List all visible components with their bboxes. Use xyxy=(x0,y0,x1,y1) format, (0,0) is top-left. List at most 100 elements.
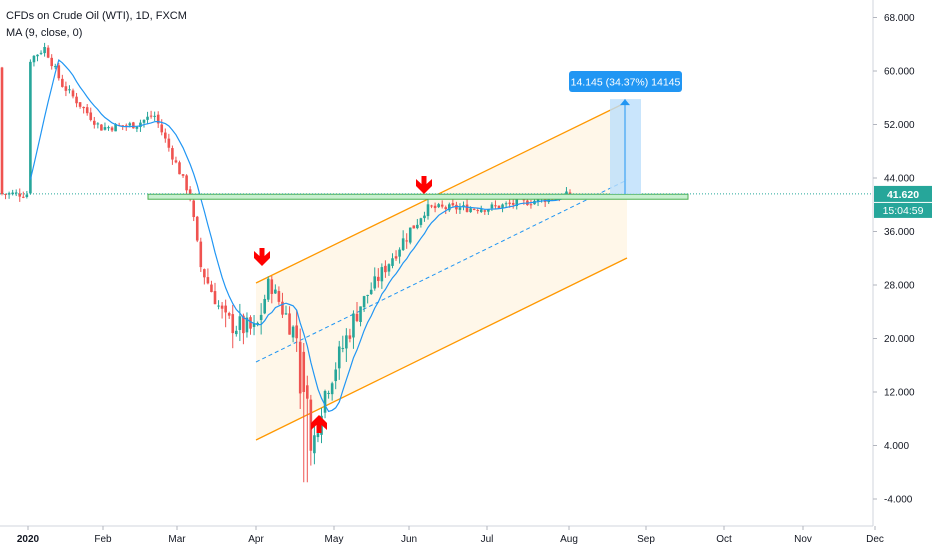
candle-body xyxy=(29,61,32,194)
candle-body xyxy=(373,276,377,289)
x-tick-label: Mar xyxy=(168,534,186,545)
channel-upper-line[interactable] xyxy=(255,101,628,284)
candle-body xyxy=(362,296,366,308)
candle-body xyxy=(515,199,519,207)
candle-body xyxy=(61,78,64,87)
candle-body xyxy=(107,127,110,129)
candle-body xyxy=(89,112,93,120)
x-tick-label: 2020 xyxy=(17,534,40,545)
candle-body xyxy=(0,67,4,194)
candle-body xyxy=(458,207,462,210)
moving-average xyxy=(29,58,574,413)
arrow-up-april-low[interactable] xyxy=(311,415,327,433)
last-price-value: 41.620 xyxy=(887,189,919,201)
candle-body xyxy=(57,65,61,79)
y-tick-label: 12.000 xyxy=(884,388,915,399)
drawings[interactable]: 14.145 (34.37%) 14145 xyxy=(0,71,873,433)
candle-body xyxy=(384,265,387,273)
indicator-label: MA (9, close, 0) xyxy=(6,27,83,39)
candle-body xyxy=(18,193,22,197)
candle-body xyxy=(490,204,494,209)
candle-body xyxy=(394,256,398,259)
channel-lower-line[interactable] xyxy=(255,257,628,441)
x-tick-label: Jun xyxy=(401,534,417,545)
regression-channel[interactable] xyxy=(255,101,628,441)
candle-body xyxy=(210,284,213,293)
candle-body xyxy=(479,209,483,213)
candle-body xyxy=(451,203,455,206)
candle-body xyxy=(298,341,302,394)
candle-body xyxy=(4,193,7,195)
candle-body xyxy=(306,385,309,399)
candle-body xyxy=(494,205,497,207)
channel-median-line[interactable] xyxy=(255,179,628,363)
candle-body xyxy=(391,258,394,266)
resistance-zone[interactable] xyxy=(147,193,689,200)
candle-body xyxy=(149,115,153,117)
y-tick-label: 68.000 xyxy=(884,13,915,24)
candle-body xyxy=(309,399,313,451)
candle-body xyxy=(160,124,164,133)
arrow-down-april[interactable] xyxy=(254,248,270,266)
candle-body xyxy=(522,199,526,201)
candle-body xyxy=(36,54,39,57)
candle-body xyxy=(128,123,132,126)
candle-body xyxy=(82,106,85,109)
candle-body xyxy=(355,313,359,322)
y-tick-label: 28.000 xyxy=(884,281,915,292)
candle-body xyxy=(217,305,220,307)
candle-body xyxy=(398,249,401,257)
candle-body xyxy=(85,107,89,114)
candle-body xyxy=(270,279,274,294)
candle-body xyxy=(469,208,472,213)
candle-body xyxy=(100,124,103,131)
candle-body xyxy=(465,204,469,212)
candle-body xyxy=(295,325,298,339)
candle-body xyxy=(263,298,266,314)
candle-body xyxy=(330,383,334,395)
candle-body xyxy=(206,277,210,284)
candle-body xyxy=(178,162,181,175)
y-tick-label: 4.000 xyxy=(884,441,909,452)
candle-body xyxy=(53,66,57,68)
arrow-down-june[interactable] xyxy=(416,176,432,194)
candle-body xyxy=(440,204,444,207)
candle-body xyxy=(167,138,171,148)
x-tick-label: May xyxy=(325,534,344,545)
candle-body xyxy=(437,204,440,208)
candle-body xyxy=(284,313,288,315)
candle-body xyxy=(419,218,423,225)
candle-body xyxy=(171,148,174,160)
candle-body xyxy=(93,120,96,125)
candle-body xyxy=(103,127,107,130)
candle-body xyxy=(348,335,352,339)
candle-body xyxy=(213,291,217,305)
candle-body xyxy=(487,209,490,212)
candle-body xyxy=(323,391,327,413)
candle-body xyxy=(220,305,224,309)
candle-body xyxy=(185,175,188,191)
candle-body xyxy=(274,289,277,294)
candle-body xyxy=(11,192,14,195)
x-tick-label: Aug xyxy=(560,534,578,545)
y-tick-label: 44.000 xyxy=(884,174,915,185)
candle-body xyxy=(252,323,256,327)
y-tick-label: 36.000 xyxy=(884,227,915,238)
candle-body xyxy=(14,192,18,194)
candle-body xyxy=(256,322,259,325)
y-tick-label: -4.000 xyxy=(884,495,913,506)
candle-body xyxy=(337,346,341,369)
y-tick-label: 52.000 xyxy=(884,120,915,131)
x-tick-label: Dec xyxy=(866,534,884,545)
candle-body xyxy=(408,227,412,243)
candle-body xyxy=(380,267,384,282)
candle-body xyxy=(352,313,355,338)
candle-body xyxy=(277,291,281,302)
candle-body xyxy=(536,198,540,202)
candle-body xyxy=(156,114,160,124)
candle-body xyxy=(565,191,568,196)
candle-body xyxy=(124,125,128,127)
x-tick-label: Apr xyxy=(248,534,264,545)
